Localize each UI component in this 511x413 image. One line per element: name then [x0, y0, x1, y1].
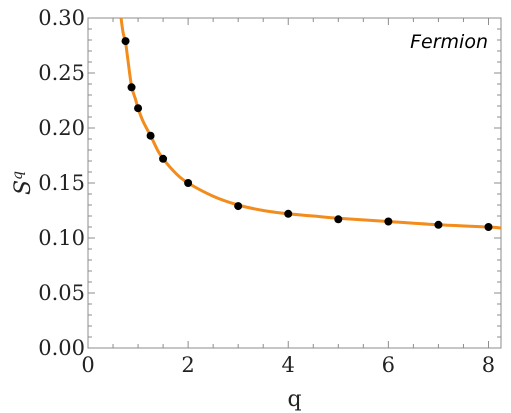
y-tick-label: 0.25 — [38, 61, 85, 85]
y-tick-label: 0.00 — [38, 336, 85, 360]
data-point — [434, 220, 443, 229]
x-tick-label: 4 — [282, 353, 295, 377]
data-point — [284, 209, 293, 218]
x-tick-label: 6 — [382, 353, 395, 377]
data-point — [334, 215, 343, 224]
data-point — [127, 83, 136, 92]
tick-labels: 0 2 4 6 8 0.00 0.05 0.10 0.15 0.20 0.25 0.30 — [38, 6, 495, 377]
y-tick-label: 0.15 — [38, 171, 85, 195]
data-point — [234, 202, 243, 211]
y-tick-label: 0.20 — [38, 116, 85, 140]
data-point — [134, 104, 143, 113]
x-tick-label: 0 — [81, 353, 94, 377]
x-axis-label: q — [287, 387, 301, 412]
y-axis-label: Sq — [10, 171, 36, 195]
y-tick-label: 0.30 — [38, 6, 85, 30]
data-point — [384, 217, 393, 226]
y-axis-label-base: S — [11, 180, 36, 195]
y-tick-label: 0.10 — [38, 226, 85, 250]
x-tick-label: 2 — [181, 353, 194, 377]
x-tick-label: 8 — [482, 353, 495, 377]
y-axis-label-superscript: q — [10, 171, 26, 180]
data-point — [184, 179, 193, 187]
chart-annotation: Fermion — [410, 31, 488, 53]
plot-frame — [87, 17, 502, 349]
data-points — [121, 37, 493, 231]
data-point — [159, 154, 168, 163]
y-tick-label: 0.05 — [38, 281, 85, 305]
data-point — [484, 223, 493, 231]
data-point — [146, 131, 155, 140]
tick-marks — [87, 17, 501, 349]
data-point — [121, 37, 130, 46]
